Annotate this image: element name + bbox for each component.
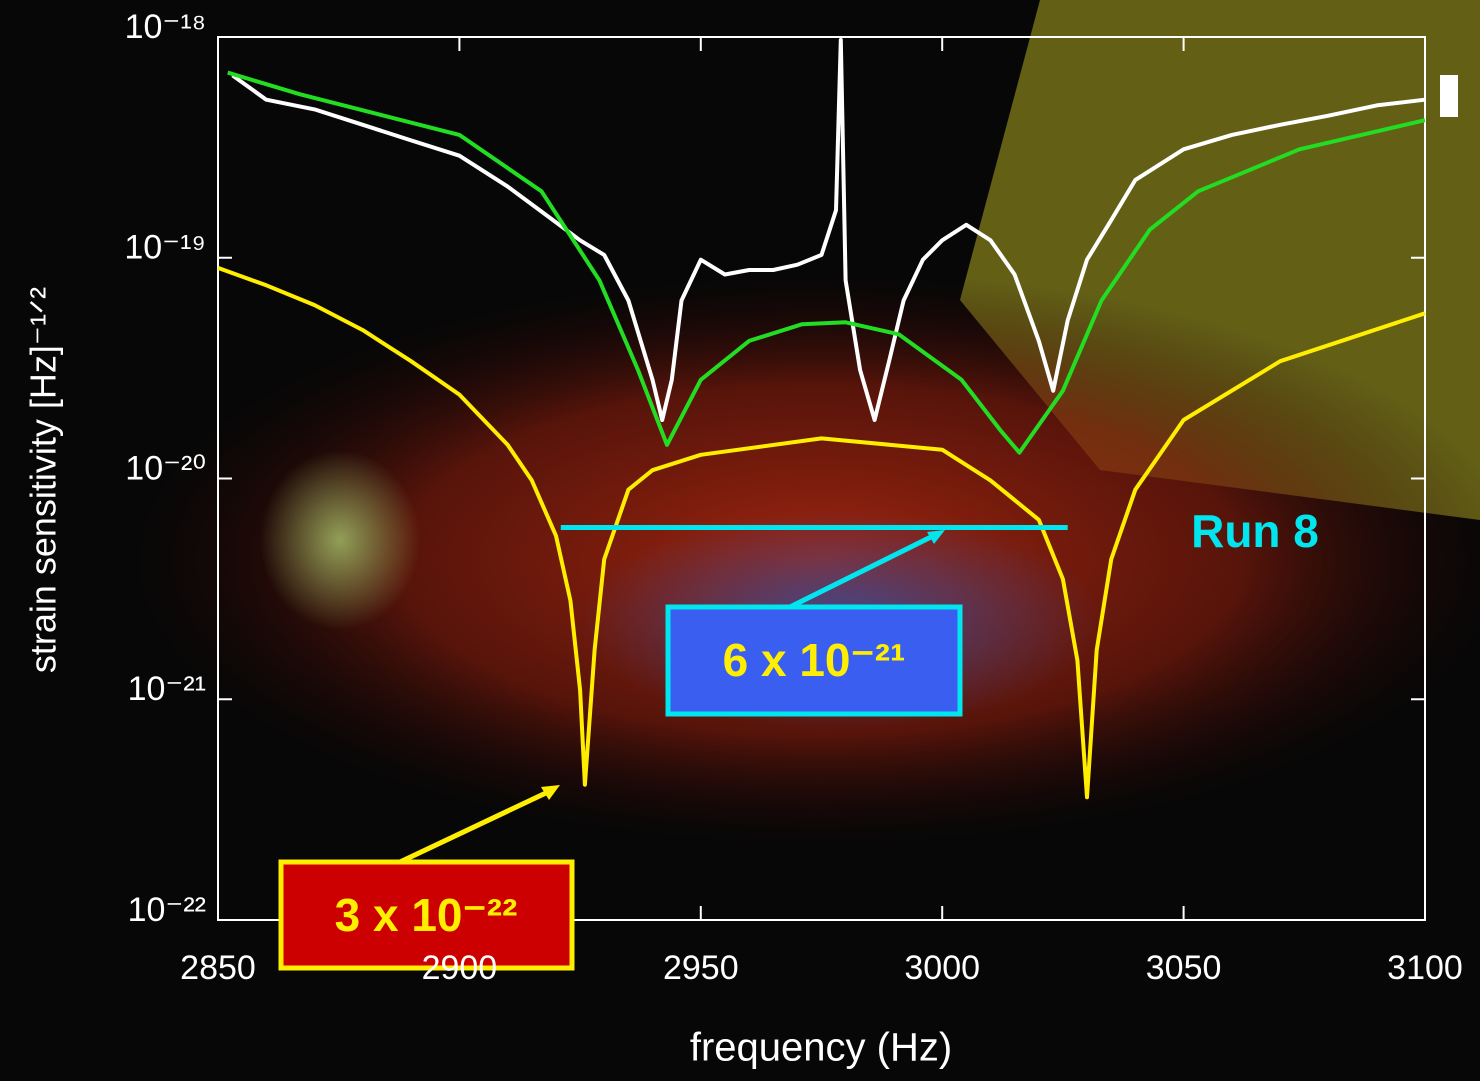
y-tick-label: 10⁻¹⁹ bbox=[124, 229, 206, 267]
x-tick-label: 3050 bbox=[1146, 949, 1222, 987]
legend-label: Run 8 bbox=[1191, 505, 1319, 557]
annotation-text: 6 x 10⁻²¹ bbox=[723, 634, 906, 686]
x-tick-label: 2900 bbox=[422, 949, 498, 987]
x-axis-title: frequency (Hz) bbox=[690, 1026, 952, 1070]
chart: 6 x 10⁻²¹ 3 x 10⁻²² frequency (Hz) strai… bbox=[0, 0, 1480, 1081]
x-tick-label: 2850 bbox=[180, 949, 256, 987]
y-tick-label: 10⁻²¹ bbox=[128, 670, 206, 708]
x-tick-label: 3000 bbox=[904, 949, 980, 987]
x-tick-label: 3100 bbox=[1387, 949, 1463, 987]
y-axis-title: strain sensitivity [Hz]⁻¹ᐟ² bbox=[23, 287, 64, 673]
y-tick-label: 10⁻²⁰ bbox=[125, 449, 206, 487]
y-tick-label: 10⁻¹⁸ bbox=[125, 8, 206, 46]
x-tick-label: 2950 bbox=[663, 949, 739, 987]
y-tick-label: 10⁻²² bbox=[128, 891, 206, 929]
annotation-text: 3 x 10⁻²² bbox=[335, 889, 518, 941]
